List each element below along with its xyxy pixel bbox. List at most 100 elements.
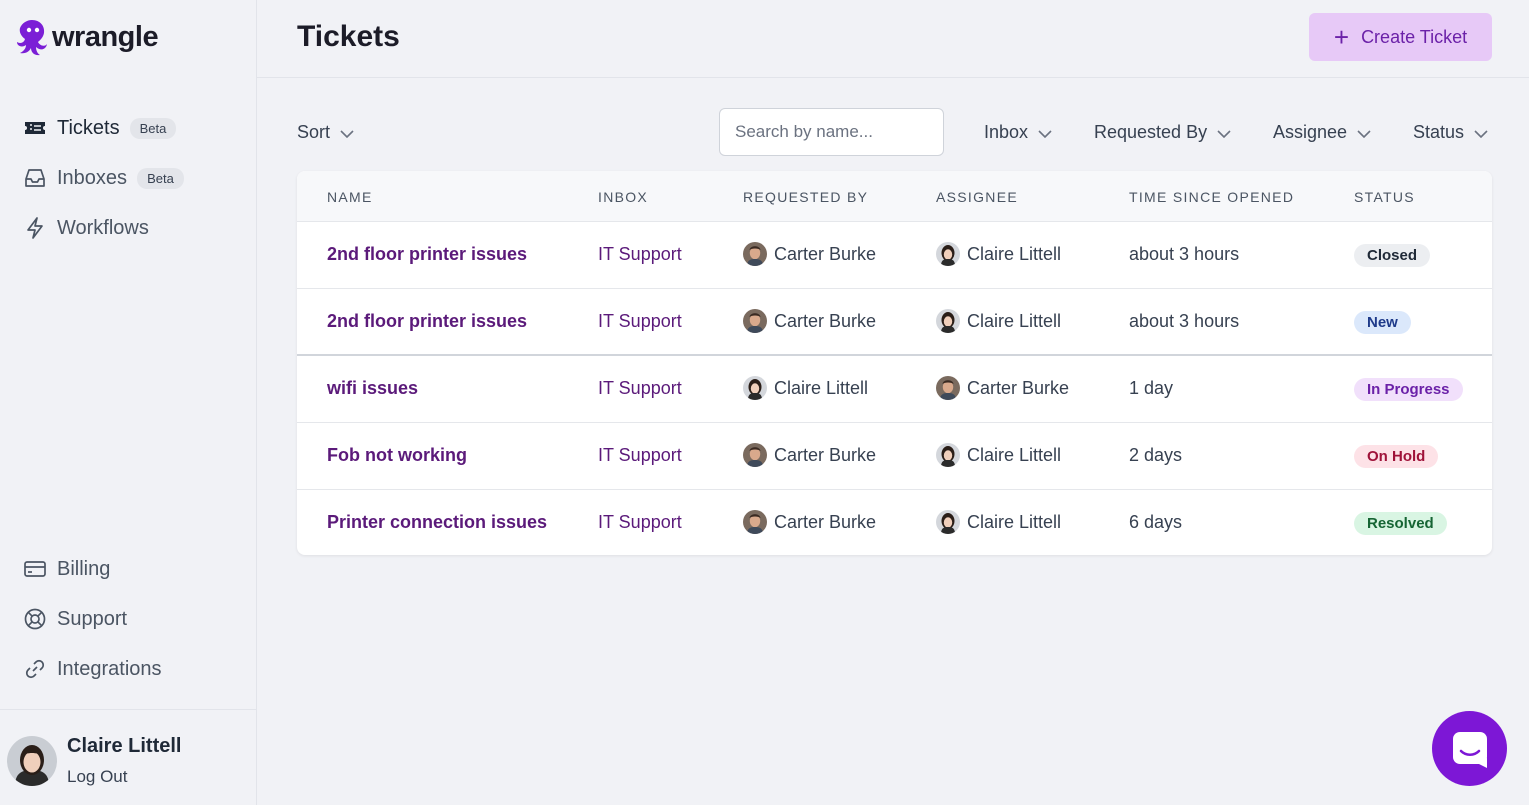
sidebar-item-inboxes[interactable]: Inboxes Beta xyxy=(0,153,256,203)
status-badge: New xyxy=(1354,311,1411,334)
page-header: Tickets + Create Ticket xyxy=(257,0,1529,78)
sidebar-item-integrations[interactable]: Integrations xyxy=(0,644,256,694)
assignee-cell: Claire Littell xyxy=(936,443,1061,467)
tickets-table: NAME INBOX REQUESTED BY ASSIGNEE TIME SI… xyxy=(297,171,1492,555)
requested-by-filter-dropdown[interactable]: Requested By xyxy=(1094,122,1231,143)
inbox-filter-dropdown[interactable]: Inbox xyxy=(984,122,1052,143)
table-body: 2nd floor printer issues IT Support Carter… xyxy=(297,222,1492,555)
ticket-name-link[interactable]: Fob not working xyxy=(327,445,467,465)
avatar xyxy=(743,443,767,467)
assignee-filter-label: Assignee xyxy=(1273,122,1348,142)
ticket-icon xyxy=(23,116,47,140)
assignee-cell: Claire Littell xyxy=(936,309,1061,333)
table-row[interactable]: Fob not working IT Support Carter Burke Cla… xyxy=(297,423,1492,490)
requested-by-cell: Carter Burke xyxy=(743,309,876,333)
sidebar: wrangle Tickets Beta Inboxes Beta Workfl… xyxy=(0,0,257,805)
ticket-name-link[interactable]: wifi issues xyxy=(327,378,419,398)
column-header-time-since-opened[interactable]: TIME SINCE OPENED xyxy=(1129,189,1295,205)
requested-by-cell: Carter Burke xyxy=(743,510,876,534)
inbox-link[interactable]: IT Support xyxy=(598,512,682,532)
assignee-name: Carter Burke xyxy=(967,377,1070,398)
credit-card-icon xyxy=(23,557,47,581)
logout-link[interactable]: Log Out xyxy=(67,767,128,786)
lightning-icon xyxy=(23,216,47,240)
requester-name: Carter Burke xyxy=(774,511,877,532)
chat-launcher-button[interactable] xyxy=(1432,711,1507,786)
chevron-down-icon xyxy=(1474,122,1488,143)
assignee-name: Claire Littell xyxy=(967,243,1062,264)
create-ticket-button[interactable]: + Create Ticket xyxy=(1309,13,1492,61)
sidebar-item-label: Tickets xyxy=(57,116,120,139)
ticket-name-link[interactable]: 2nd floor printer issues xyxy=(327,244,528,264)
plus-icon: + xyxy=(1333,22,1350,52)
inbox-link[interactable]: IT Support xyxy=(598,244,682,264)
status-filter-dropdown[interactable]: Status xyxy=(1413,122,1488,143)
filter-bar: Sort Inbox Requested By Assignee Status xyxy=(297,108,1492,156)
chevron-down-icon xyxy=(1038,122,1052,143)
status-filter-label: Status xyxy=(1413,122,1465,142)
table-row[interactable]: 2nd floor printer issues IT Support Carter… xyxy=(297,289,1492,356)
requested-by-filter-label: Requested By xyxy=(1094,122,1208,142)
inbox-icon xyxy=(23,166,47,190)
chat-icon xyxy=(1452,731,1487,768)
sidebar-item-support[interactable]: Support xyxy=(0,594,256,644)
table-row[interactable]: 2nd floor printer issues IT Support Carter… xyxy=(297,222,1492,289)
sort-dropdown[interactable]: Sort xyxy=(297,122,354,143)
inbox-link[interactable]: IT Support xyxy=(598,378,682,398)
sidebar-nav: Tickets Beta Inboxes Beta Workflows xyxy=(0,103,256,253)
requested-by-cell: Claire Littell xyxy=(743,376,868,400)
requester-name: Carter Burke xyxy=(774,243,877,264)
column-header-requested-by[interactable]: REQUESTED BY xyxy=(743,189,869,205)
sidebar-item-label: Integrations xyxy=(57,657,162,680)
time-since-opened: 1 day xyxy=(1129,378,1174,398)
avatar xyxy=(936,242,960,266)
inbox-link[interactable]: IT Support xyxy=(598,311,682,331)
assignee-name: Claire Littell xyxy=(967,511,1062,532)
requested-by-cell: Carter Burke xyxy=(743,242,876,266)
chevron-down-icon xyxy=(340,122,354,143)
column-header-name[interactable]: NAME xyxy=(327,189,373,205)
sidebar-item-workflows[interactable]: Workflows xyxy=(0,203,256,253)
assignee-name: Claire Littell xyxy=(967,444,1062,465)
table-header: NAME INBOX REQUESTED BY ASSIGNEE TIME SI… xyxy=(297,171,1492,222)
time-since-opened: 6 days xyxy=(1129,512,1183,532)
beta-badge: Beta xyxy=(129,117,177,139)
assignee-filter-dropdown[interactable]: Assignee xyxy=(1273,122,1371,143)
table-row[interactable]: Printer connection issues IT Support Carte… xyxy=(297,490,1492,555)
table-row[interactable]: wifi issues IT Support Claire Littell Carte… xyxy=(297,356,1492,423)
sidebar-item-label: Billing xyxy=(57,557,111,580)
time-since-opened: 2 days xyxy=(1129,445,1183,465)
sidebar-item-billing[interactable]: Billing xyxy=(0,544,256,594)
assignee-cell: Claire Littell xyxy=(936,510,1061,534)
brand-logo[interactable]: wrangle xyxy=(16,18,159,56)
link-icon xyxy=(23,657,47,681)
time-since-opened: about 3 hours xyxy=(1129,244,1240,264)
sidebar-bottom-nav: Billing Support Integrations xyxy=(0,544,256,694)
chevron-down-icon xyxy=(1217,122,1231,143)
ticket-name-link[interactable]: Printer connection issues xyxy=(327,512,548,532)
user-name: Claire Littell xyxy=(67,735,182,757)
user-profile: Claire Littell Log Out xyxy=(0,709,256,805)
inbox-link[interactable]: IT Support xyxy=(598,445,682,465)
status-badge: Closed xyxy=(1354,244,1431,267)
sidebar-item-label: Support xyxy=(57,607,128,630)
status-badge: Resolved xyxy=(1354,512,1447,535)
sidebar-item-tickets[interactable]: Tickets Beta xyxy=(0,103,256,153)
column-header-inbox[interactable]: INBOX xyxy=(598,189,649,205)
column-header-status[interactable]: STATUS xyxy=(1354,189,1415,205)
assignee-cell: Claire Littell xyxy=(936,242,1061,266)
avatar[interactable] xyxy=(7,736,57,786)
requester-name: Carter Burke xyxy=(774,310,877,331)
lifebuoy-icon xyxy=(23,607,47,631)
search-input[interactable] xyxy=(719,108,944,156)
column-header-assignee[interactable]: ASSIGNEE xyxy=(936,189,1018,205)
requester-name: Claire Littell xyxy=(774,377,869,398)
avatar xyxy=(936,376,960,400)
ticket-name-link[interactable]: 2nd floor printer issues xyxy=(327,311,528,331)
sidebar-item-label: Inboxes xyxy=(57,166,128,189)
requested-by-cell: Carter Burke xyxy=(743,443,876,467)
avatar xyxy=(743,510,767,534)
chevron-down-icon xyxy=(1357,122,1371,143)
page-title: Tickets xyxy=(297,20,400,53)
beta-badge: Beta xyxy=(137,167,184,189)
